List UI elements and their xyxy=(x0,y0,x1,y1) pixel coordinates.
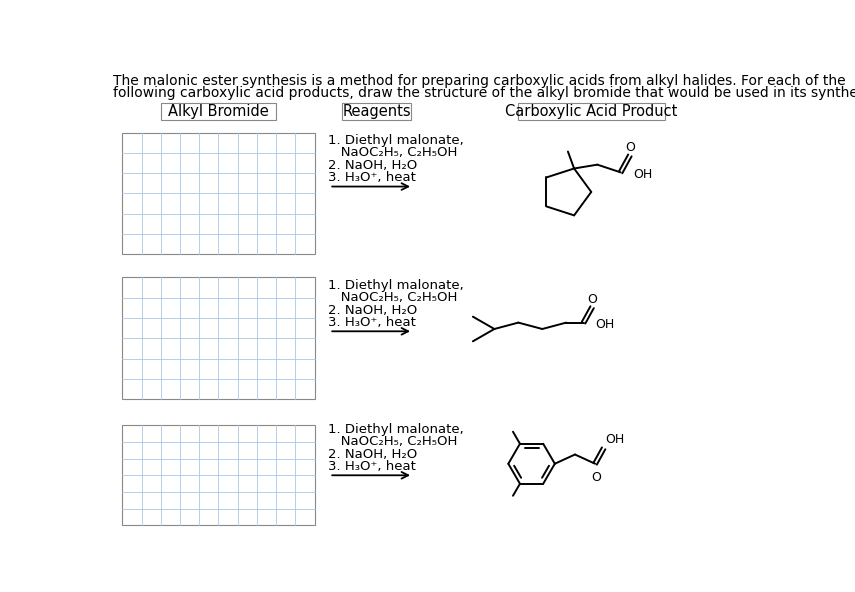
Text: 1. Diethyl malonate,: 1. Diethyl malonate, xyxy=(327,279,463,292)
Bar xyxy=(122,133,315,255)
Text: Carboxylic Acid Product: Carboxylic Acid Product xyxy=(505,104,677,118)
Text: 1. Diethyl malonate,: 1. Diethyl malonate, xyxy=(327,134,463,147)
Text: OH: OH xyxy=(633,168,652,181)
Text: O: O xyxy=(592,471,602,484)
Text: OH: OH xyxy=(595,318,615,332)
Text: NaOC₂H₅, C₂H₅OH: NaOC₂H₅, C₂H₅OH xyxy=(327,291,457,304)
Text: O: O xyxy=(625,141,635,154)
FancyBboxPatch shape xyxy=(343,102,410,120)
Text: NaOC₂H₅, C₂H₅OH: NaOC₂H₅, C₂H₅OH xyxy=(327,146,457,159)
Text: 1. Diethyl malonate,: 1. Diethyl malonate, xyxy=(327,423,463,436)
FancyBboxPatch shape xyxy=(161,102,276,120)
Text: Alkyl Bromide: Alkyl Bromide xyxy=(168,104,268,118)
Text: 3. H₃O⁺, heat: 3. H₃O⁺, heat xyxy=(327,460,416,473)
Text: 3. H₃O⁺, heat: 3. H₃O⁺, heat xyxy=(327,171,416,184)
FancyBboxPatch shape xyxy=(517,102,665,120)
Text: 2. NaOH, H₂O: 2. NaOH, H₂O xyxy=(327,448,417,461)
Text: 2. NaOH, H₂O: 2. NaOH, H₂O xyxy=(327,304,417,317)
Text: Reagents: Reagents xyxy=(342,104,411,118)
Bar xyxy=(122,278,315,399)
Bar xyxy=(122,425,315,525)
Text: The malonic ester synthesis is a method for preparing carboxylic acids from alky: The malonic ester synthesis is a method … xyxy=(113,74,846,88)
Text: 3. H₃O⁺, heat: 3. H₃O⁺, heat xyxy=(327,316,416,329)
Text: 2. NaOH, H₂O: 2. NaOH, H₂O xyxy=(327,159,417,172)
Text: following carboxylic acid products, draw the structure of the alkyl bromide that: following carboxylic acid products, draw… xyxy=(113,86,855,99)
Text: NaOC₂H₅, C₂H₅OH: NaOC₂H₅, C₂H₅OH xyxy=(327,435,457,448)
Text: O: O xyxy=(587,292,597,305)
Text: OH: OH xyxy=(605,433,624,446)
